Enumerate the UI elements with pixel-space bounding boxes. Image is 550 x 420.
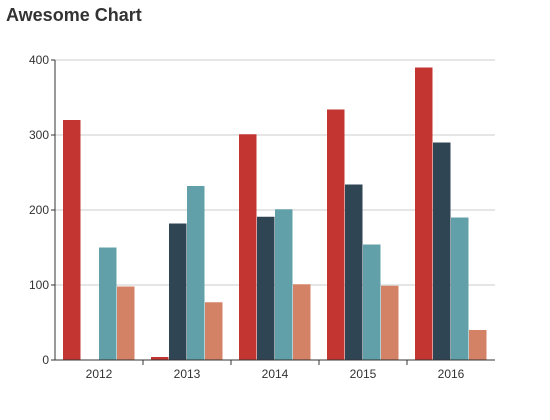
bar (187, 186, 205, 360)
bar (415, 67, 433, 360)
bars (63, 67, 487, 360)
x-tick-label: 2015 (350, 367, 377, 381)
y-tick-label: 0 (42, 353, 49, 367)
y-tick-label: 200 (29, 203, 49, 217)
y-tick-label: 100 (29, 278, 49, 292)
bar (151, 357, 169, 360)
chart-title: Awesome Chart (6, 5, 142, 25)
bar (327, 109, 345, 360)
bar (293, 284, 311, 360)
x-tick-label: 2016 (438, 367, 465, 381)
y-tick-label: 400 (29, 53, 49, 67)
x-tick-label: 2014 (262, 367, 289, 381)
bar (169, 223, 187, 360)
y-tick-label: 300 (29, 128, 49, 142)
bar (239, 134, 257, 360)
bar (117, 286, 135, 360)
bar (275, 209, 293, 360)
bar (433, 142, 451, 360)
bar (469, 330, 487, 360)
bar (345, 184, 363, 360)
bar (363, 244, 381, 360)
bar (257, 216, 275, 360)
bar (451, 217, 469, 360)
bar (381, 285, 399, 360)
bar (99, 247, 117, 360)
tick-labels: 0 100 200 300 400 2012 2013 2014 2015 2016 (29, 53, 465, 381)
bar (205, 302, 223, 360)
x-tick-label: 2012 (86, 367, 113, 381)
bar (63, 120, 81, 360)
axes (51, 59, 495, 365)
x-tick-label: 2013 (174, 367, 201, 381)
